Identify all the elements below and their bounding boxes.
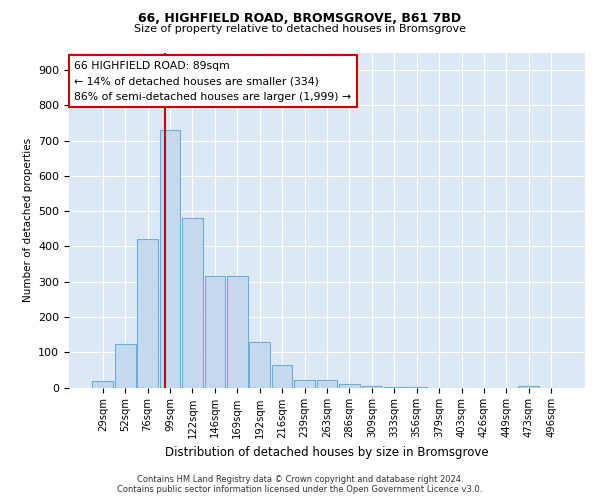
Y-axis label: Number of detached properties: Number of detached properties bbox=[23, 138, 32, 302]
Bar bbox=[384, 387, 404, 388]
Bar bbox=[317, 380, 337, 388]
Bar bbox=[250, 342, 270, 388]
Text: Size of property relative to detached houses in Bromsgrove: Size of property relative to detached ho… bbox=[134, 24, 466, 34]
Bar bbox=[518, 386, 539, 388]
Bar bbox=[227, 276, 248, 388]
Text: Contains HM Land Registry data © Crown copyright and database right 2024.
Contai: Contains HM Land Registry data © Crown c… bbox=[118, 474, 482, 494]
Bar bbox=[406, 387, 427, 388]
Bar bbox=[92, 381, 113, 388]
Text: 66, HIGHFIELD ROAD, BROMSGROVE, B61 7BD: 66, HIGHFIELD ROAD, BROMSGROVE, B61 7BD bbox=[139, 12, 461, 26]
Bar bbox=[160, 130, 181, 388]
Bar bbox=[115, 344, 136, 388]
Bar bbox=[137, 240, 158, 388]
X-axis label: Distribution of detached houses by size in Bromsgrove: Distribution of detached houses by size … bbox=[165, 446, 489, 459]
Bar bbox=[272, 364, 292, 388]
Bar bbox=[205, 276, 225, 388]
Text: 66 HIGHFIELD ROAD: 89sqm
← 14% of detached houses are smaller (334)
86% of semi-: 66 HIGHFIELD ROAD: 89sqm ← 14% of detach… bbox=[74, 61, 351, 102]
Bar bbox=[362, 386, 382, 388]
Bar bbox=[182, 218, 203, 388]
Bar bbox=[294, 380, 315, 388]
Bar bbox=[339, 384, 360, 388]
